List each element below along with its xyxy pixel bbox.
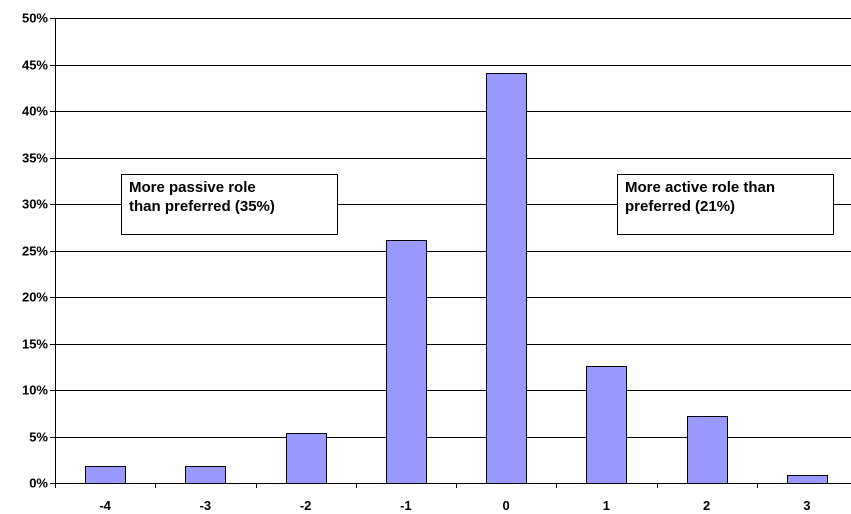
x-axis-ticks: -4 -3 -2 -1 0 1 2 3 — [55, 483, 810, 513]
y-axis-ticks: 0% 5% 10% 15% 20% 25% 30% 35% 40% 45% 50% — [22, 11, 55, 491]
bars — [85, 73, 828, 484]
x-tick-label: 3 — [803, 498, 810, 513]
y-tick-label: 35% — [22, 151, 48, 166]
y-tick-label: 50% — [22, 11, 48, 26]
bar — [486, 73, 527, 484]
y-tick-label: 25% — [22, 244, 48, 259]
x-tick-label: -2 — [300, 498, 312, 513]
y-tick-label: 15% — [22, 337, 48, 352]
y-tick-label: 40% — [22, 104, 48, 119]
bar — [185, 466, 226, 484]
annotation-active-role: More active role than preferred (21%) — [617, 174, 834, 235]
axes — [55, 18, 851, 484]
bar — [386, 240, 427, 484]
x-tick-label: -3 — [200, 498, 212, 513]
x-tick-label: 1 — [603, 498, 610, 513]
bar — [85, 466, 126, 484]
x-tick-label: 0 — [503, 498, 510, 513]
y-tick-label: 10% — [22, 383, 48, 398]
x-tick-label: -4 — [99, 498, 111, 513]
y-tick-label: 45% — [22, 58, 48, 73]
y-tick-label: 20% — [22, 290, 48, 305]
annotation-passive-role: More passive role than preferred (35%) — [121, 174, 338, 235]
y-tick-label: 0% — [29, 476, 48, 491]
bar — [586, 366, 627, 484]
x-tick-label: 2 — [703, 498, 710, 513]
x-tick-label: -1 — [400, 498, 412, 513]
y-tick-label: 30% — [22, 197, 48, 212]
bar — [286, 433, 327, 484]
bar — [687, 416, 728, 484]
bar — [787, 475, 828, 484]
y-tick-label: 5% — [29, 430, 48, 445]
